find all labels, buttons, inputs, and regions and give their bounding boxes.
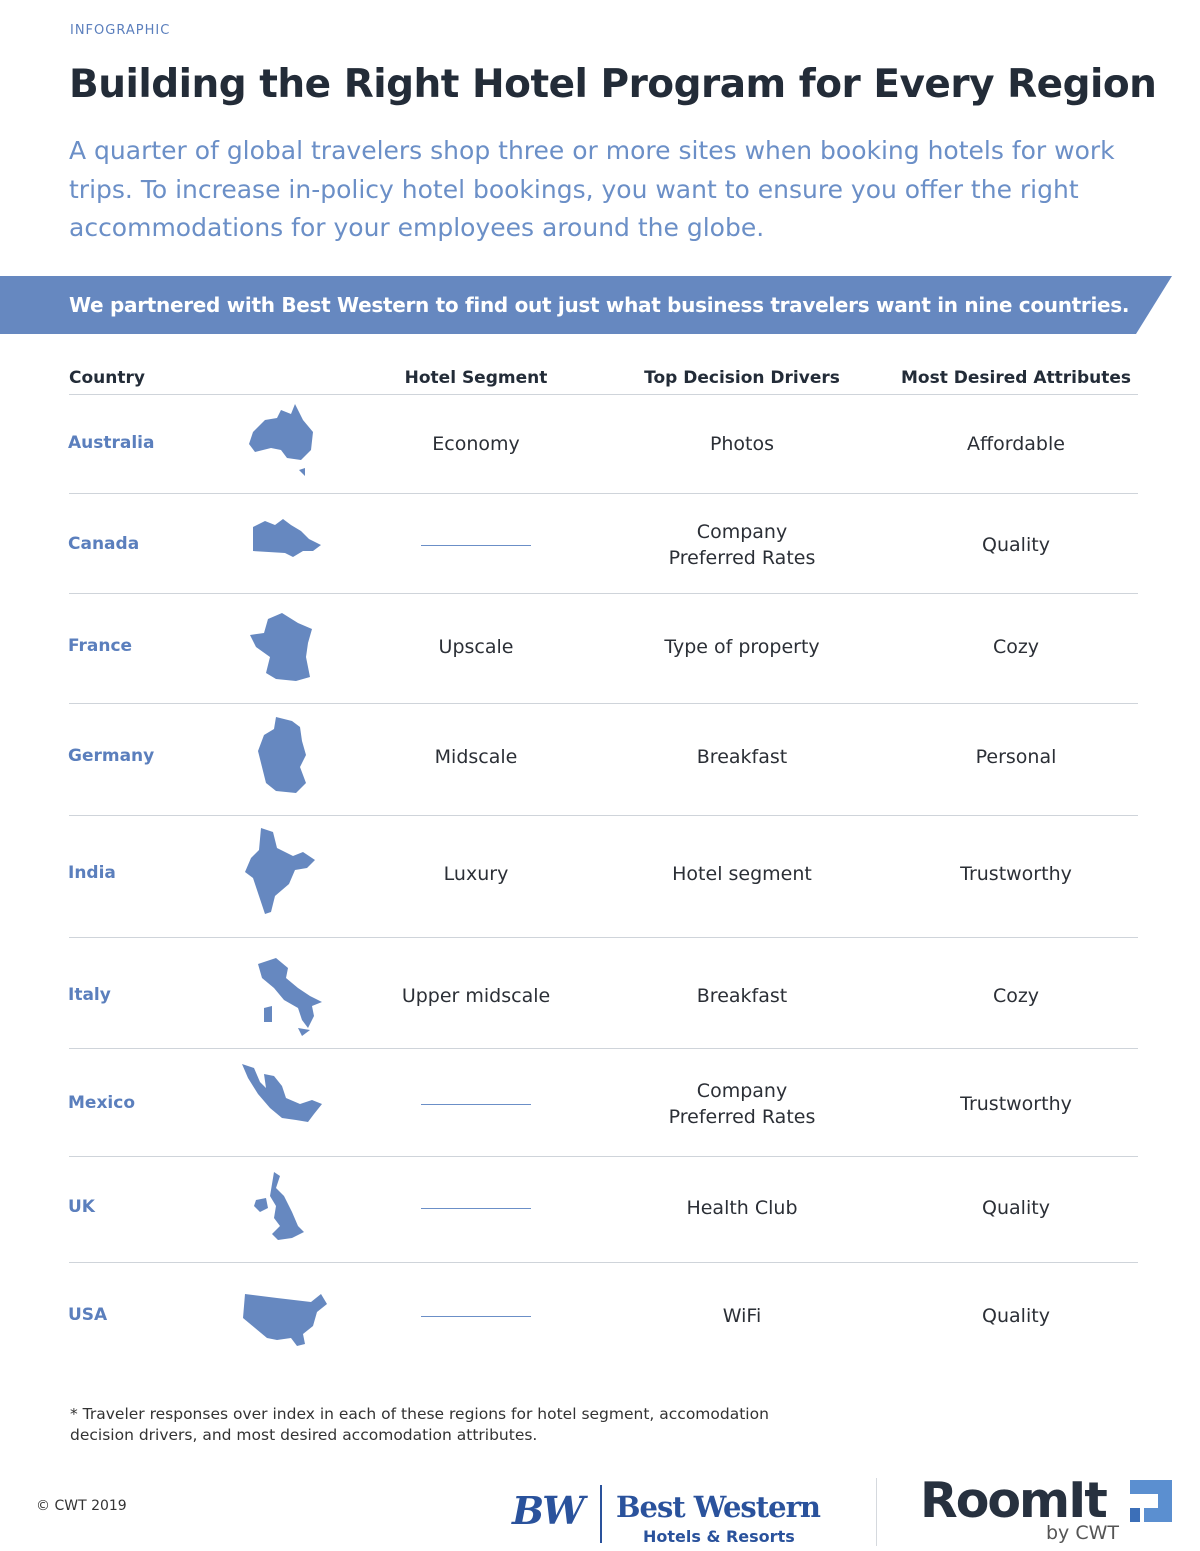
- hotel-segment: Upscale: [438, 636, 514, 658]
- empty-dash: [421, 545, 531, 546]
- decision-driver: Photos: [709, 433, 775, 455]
- map-shape: [249, 404, 313, 476]
- row-divider: [69, 1156, 1138, 1157]
- desired-attribute: Trustworthy: [960, 1093, 1072, 1115]
- map-shape: [258, 717, 306, 793]
- country-map: [258, 717, 306, 793]
- country-name: France: [68, 636, 133, 656]
- hotel-segment: Upper midscale: [401, 985, 551, 1007]
- logo-byline: by CWT: [1046, 1522, 1120, 1544]
- map-shape: [253, 519, 321, 557]
- decision-driver: Breakfast: [696, 985, 788, 1007]
- logo-divider: [600, 1485, 602, 1543]
- subtitle: A quarter of global travelers shop three…: [69, 136, 1115, 242]
- logo-name: Best Western: [616, 1490, 821, 1524]
- decision-driver: Preferred Rates: [668, 1106, 816, 1128]
- column-header: Hotel Segment: [404, 368, 548, 388]
- country-name: Germany: [68, 746, 155, 766]
- country-name: India: [68, 863, 116, 883]
- desired-attribute: Affordable: [967, 433, 1065, 455]
- desired-attribute: Personal: [975, 746, 1057, 768]
- hotel-segment: Midscale: [434, 746, 518, 768]
- logo-tagline: Hotels & Resorts: [643, 1527, 795, 1546]
- eyebrow: INFOGRAPHIC: [70, 23, 171, 38]
- map-shape: [242, 1064, 322, 1122]
- desired-attribute: Quality: [982, 1305, 1050, 1327]
- country-name: UK: [68, 1197, 95, 1217]
- hotel-segment: Economy: [432, 433, 520, 455]
- map-shape: [258, 958, 322, 1036]
- map-shape: [250, 613, 312, 681]
- row-divider: [69, 703, 1138, 704]
- decision-driver: Company: [696, 521, 788, 543]
- empty-dash: [421, 1316, 531, 1317]
- empty-dash: [421, 1208, 531, 1209]
- country-map: [253, 519, 321, 557]
- banner-background: [0, 276, 1172, 334]
- column-header: Most Desired Attributes: [900, 368, 1132, 388]
- country-map: [258, 958, 322, 1036]
- logo-icon: [1130, 1480, 1172, 1522]
- title: Building the Right Hotel Program for Eve…: [69, 62, 1157, 107]
- decision-driver: Health Club: [686, 1197, 798, 1219]
- desired-attribute: Trustworthy: [960, 863, 1072, 885]
- banner: We partnered with Best Western to find o…: [69, 293, 1130, 317]
- country-name: Canada: [68, 534, 140, 554]
- row-divider: [69, 493, 1138, 494]
- row-divider: [69, 1262, 1138, 1263]
- country-name: Mexico: [68, 1093, 135, 1113]
- country-map: [249, 404, 313, 476]
- country-name: Italy: [68, 985, 111, 1005]
- row-divider: [69, 593, 1138, 594]
- column-header: Top Decision Drivers: [644, 368, 840, 388]
- hotel-segment: Luxury: [443, 863, 509, 885]
- copyright: © CWT 2019: [36, 1498, 127, 1514]
- desired-attribute: Cozy: [992, 636, 1040, 658]
- logo-name: RoomIt: [920, 1472, 1108, 1529]
- country-map: [243, 1294, 327, 1346]
- desired-attribute: Cozy: [992, 985, 1040, 1007]
- country-map: [242, 1064, 322, 1122]
- row-divider: [69, 937, 1138, 938]
- decision-driver: Preferred Rates: [668, 547, 816, 569]
- country-map: [250, 613, 312, 681]
- row-divider: [69, 815, 1138, 816]
- country-name: Australia: [68, 433, 155, 453]
- column-header: Country: [69, 368, 145, 388]
- empty-dash: [421, 1104, 531, 1105]
- decision-driver: WiFi: [722, 1305, 762, 1327]
- logo-mark: BW: [512, 1488, 585, 1533]
- decision-driver: Type of property: [664, 636, 820, 658]
- desired-attribute: Quality: [982, 1197, 1050, 1219]
- decision-driver: Company: [696, 1080, 788, 1102]
- footnote: * Traveler responses over index in each …: [70, 1405, 769, 1444]
- decision-driver: Breakfast: [696, 746, 788, 768]
- country-name: USA: [68, 1305, 108, 1325]
- map-shape: [254, 1172, 304, 1240]
- map-shape: [243, 1294, 327, 1346]
- row-divider: [69, 1048, 1138, 1049]
- footer-divider: [876, 1478, 877, 1546]
- decision-driver: Hotel segment: [672, 863, 812, 885]
- country-map: [245, 828, 315, 914]
- country-map: [254, 1172, 304, 1240]
- header-rule: [69, 394, 1138, 395]
- map-shape: [245, 828, 315, 914]
- desired-attribute: Quality: [982, 534, 1050, 556]
